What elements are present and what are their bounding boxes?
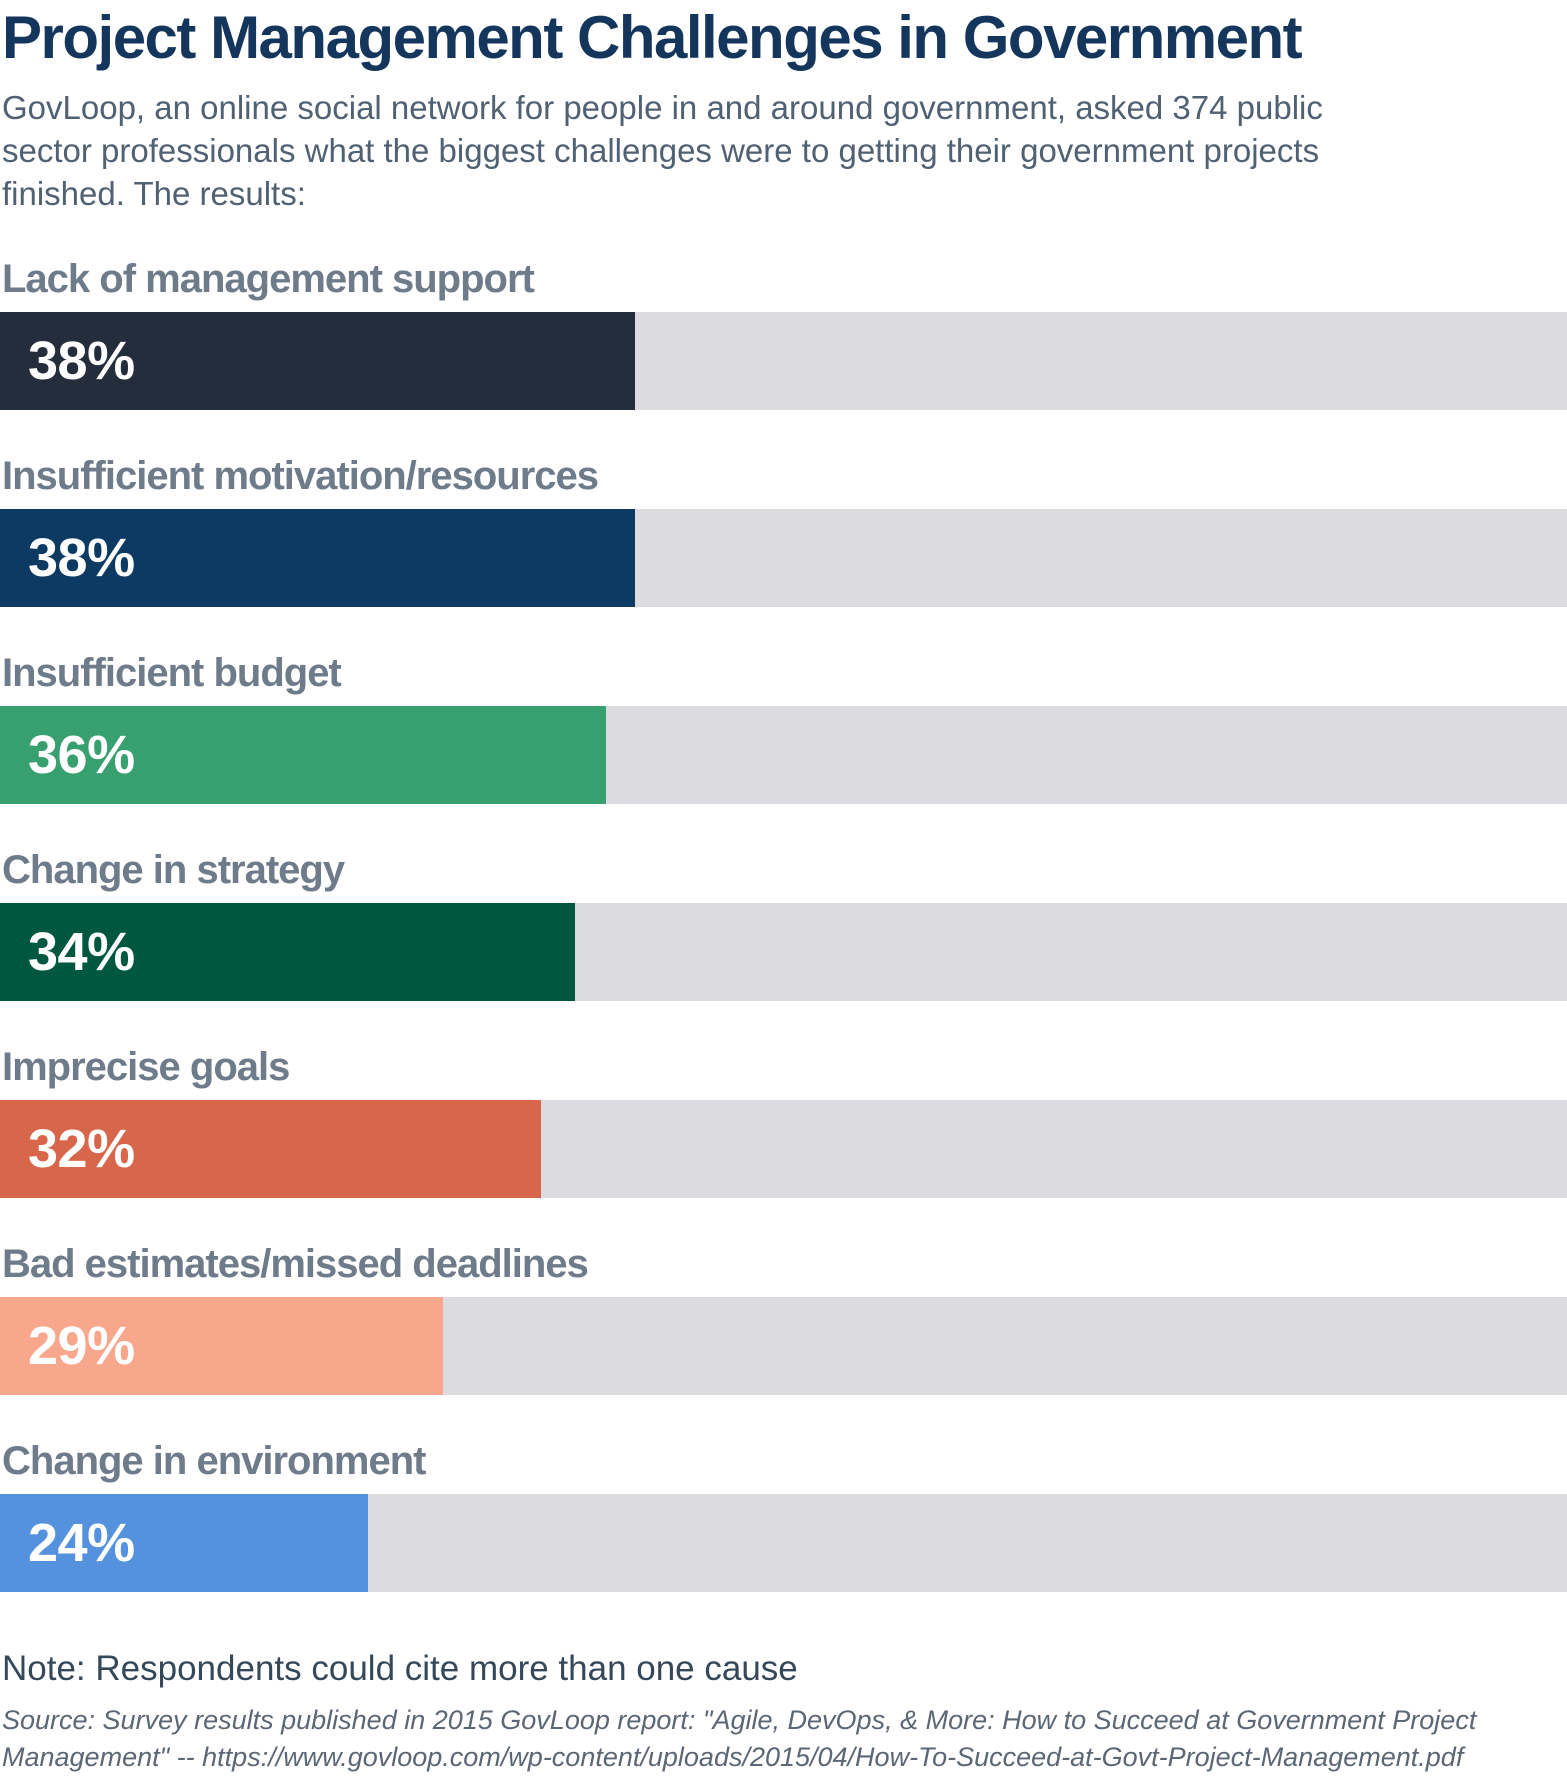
bar-value-label: 24% xyxy=(28,1512,135,1573)
bar-value-label: 32% xyxy=(28,1118,135,1179)
bar-fill: 34% xyxy=(0,902,576,1001)
bar-group: Insufficient budget 36% xyxy=(0,650,1567,804)
bar-group: Insufficient motivation/resources 38% xyxy=(0,453,1567,607)
bar-category-label: Change in environment xyxy=(2,1438,427,1483)
bar-group: Bad estimates/missed deadlines 29% xyxy=(0,1241,1567,1395)
bar-category-label: Change in strategy xyxy=(2,847,345,892)
page-title: Project Management Challenges in Governm… xyxy=(2,4,1303,71)
bar-group: Lack of management support 38% xyxy=(0,256,1567,410)
page-subtitle: GovLoop, an online social network for pe… xyxy=(2,89,1323,212)
bar-fill: 36% xyxy=(0,705,607,804)
bar-fill: 29% xyxy=(0,1296,444,1395)
bar-track: 34% xyxy=(0,902,1567,1001)
bar-value-label: 34% xyxy=(28,921,135,982)
source-text: Source: Survey results published in 2015… xyxy=(2,1705,1477,1772)
bar-group: Change in environment 24% xyxy=(0,1438,1567,1592)
bar-category-label: Lack of management support xyxy=(2,256,535,301)
note-text: Note: Respondents could cite more than o… xyxy=(2,1648,798,1688)
bar-value-label: 38% xyxy=(28,330,135,391)
bar-group: Change in strategy 34% xyxy=(0,847,1567,1001)
bar-category-label: Insufficient motivation/resources xyxy=(2,453,599,498)
bar-category-label: Bad estimates/missed deadlines xyxy=(2,1241,589,1286)
bar-track: 38% xyxy=(0,311,1567,410)
bar-category-label: Insufficient budget xyxy=(2,650,342,695)
bar-fill: 32% xyxy=(0,1099,541,1198)
bar-value-label: 38% xyxy=(28,527,135,588)
bar-track: 36% xyxy=(0,705,1567,804)
bar-track: 24% xyxy=(0,1493,1567,1592)
bar-fill: 24% xyxy=(0,1493,369,1592)
bar-group: Imprecise goals 32% xyxy=(0,1044,1567,1198)
bar-chart: Lack of management support 38% Insuffici… xyxy=(0,256,1567,1592)
bar-category-label: Imprecise goals xyxy=(2,1044,290,1089)
bar-track: 38% xyxy=(0,508,1567,607)
bar-fill: 38% xyxy=(0,508,635,607)
bar-track: 32% xyxy=(0,1099,1567,1198)
bar-fill: 38% xyxy=(0,311,635,410)
bar-value-label: 36% xyxy=(28,724,135,785)
bar-track: 29% xyxy=(0,1296,1567,1395)
bar-value-label: 29% xyxy=(28,1315,135,1376)
